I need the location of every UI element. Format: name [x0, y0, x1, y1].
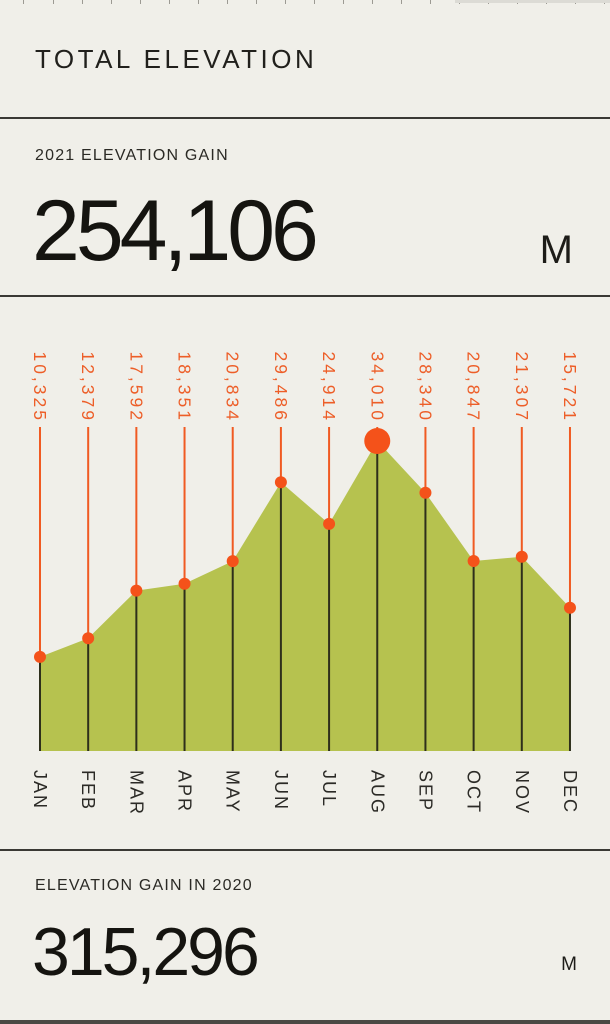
data-point[interactable]	[34, 650, 46, 663]
value-label: 15,721	[560, 351, 580, 423]
month-label[interactable]: MAR	[126, 770, 146, 816]
month-label[interactable]: SEP	[415, 770, 435, 812]
value-label: 28,340	[415, 351, 435, 423]
month-label[interactable]: AUG	[367, 770, 387, 815]
summary-2021-unit: M	[539, 228, 573, 272]
data-point[interactable]	[226, 555, 239, 568]
divider	[0, 117, 610, 119]
data-point[interactable]	[130, 584, 143, 597]
data-point-highlight[interactable]	[364, 428, 391, 454]
month-label[interactable]: DEC	[560, 770, 580, 814]
month-label[interactable]: OCT	[464, 770, 484, 814]
value-label: 21,307	[512, 351, 532, 423]
value-label: 20,834	[223, 351, 243, 423]
top-edge-strip	[455, 0, 610, 3]
month-label[interactable]: APR	[175, 770, 195, 813]
month-label[interactable]: NOV	[512, 770, 532, 815]
data-point[interactable]	[274, 476, 287, 489]
value-label: 29,486	[271, 351, 291, 423]
value-label: 20,847	[464, 351, 484, 423]
bottom-edge-bar	[0, 1020, 610, 1024]
value-label: 17,592	[126, 351, 146, 423]
month-label[interactable]: JAN	[30, 770, 50, 810]
value-label: 10,325	[30, 351, 50, 423]
value-label: 12,379	[78, 351, 98, 423]
summary-2020-label: ELEVATION GAIN IN 2020	[35, 877, 253, 894]
elevation-chart-svg: 10,325 JAN 12,379 FEB 17,592 MAR 18,351 APR 20,8…	[30, 351, 580, 816]
divider	[0, 849, 610, 851]
month-label[interactable]: JUL	[319, 770, 339, 808]
month-label[interactable]: MAY	[223, 770, 243, 814]
data-point[interactable]	[467, 555, 480, 567]
month-label[interactable]: JUN	[271, 770, 291, 811]
ruler-ticks	[0, 0, 610, 4]
summary-2020-value: 315,296	[32, 914, 260, 990]
summary-2021-label: 2021 ELEVATION GAIN	[35, 147, 229, 164]
summary-2021-value: 254,106	[32, 183, 319, 279]
value-label: 18,351	[175, 351, 195, 423]
data-point[interactable]	[323, 517, 336, 530]
data-point[interactable]	[178, 577, 191, 590]
value-label: 24,914	[319, 351, 339, 423]
divider	[0, 295, 610, 297]
data-point[interactable]	[515, 550, 528, 563]
data-point[interactable]	[563, 601, 576, 614]
value-label: 34,010	[367, 351, 387, 423]
data-point[interactable]	[419, 486, 432, 499]
month-label[interactable]: FEB	[78, 770, 98, 811]
elevation-chart: 10,325 JAN 12,379 FEB 17,592 MAR 18,351 APR 20,8…	[0, 296, 610, 850]
data-point[interactable]	[82, 632, 95, 645]
chart-area-fill	[40, 441, 570, 751]
summary-2020-unit: M	[561, 954, 577, 975]
page-title: TOTAL ELEVATION	[35, 44, 318, 74]
